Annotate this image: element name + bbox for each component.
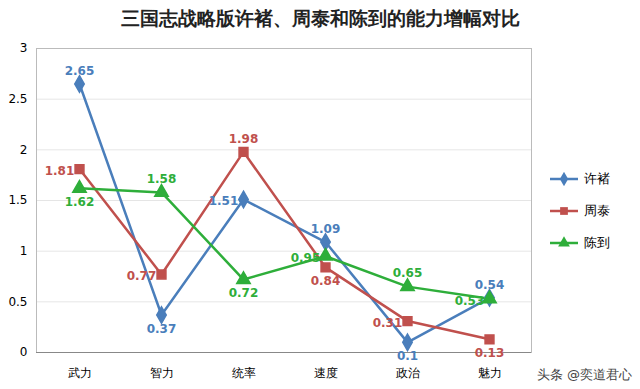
svg-text:政治: 政治: [396, 366, 420, 380]
svg-text:统率: 统率: [232, 366, 256, 380]
html-text:周泰: 周泰: [584, 203, 610, 218]
html-text:许褚: 许褚: [584, 171, 610, 186]
svg-text:1: 1: [20, 244, 28, 258]
svg-text:0.72: 0.72: [229, 286, 259, 300]
svg-text:2: 2: [20, 143, 28, 157]
svg-text:1.62: 1.62: [65, 195, 95, 209]
svg-text:0.13: 0.13: [475, 346, 505, 360]
svg-text:武力: 武力: [68, 366, 92, 380]
svg-text:0.65: 0.65: [393, 266, 423, 280]
svg-text:1.98: 1.98: [229, 132, 259, 146]
svg-text:0.84: 0.84: [311, 274, 341, 288]
svg-text:0.37: 0.37: [147, 322, 177, 336]
svg-text:智力: 智力: [150, 366, 174, 380]
svg-text:0: 0: [20, 345, 28, 359]
svg-text:速度: 速度: [314, 366, 338, 380]
svg-text:魅力: 魅力: [478, 366, 502, 380]
svg-text:2.5: 2.5: [8, 92, 27, 106]
svg-text:0.54: 0.54: [475, 278, 505, 292]
svg-text:0.95: 0.95: [291, 251, 321, 265]
svg-text:1.09: 1.09: [311, 222, 341, 236]
svg-text:0.31: 0.31: [373, 316, 403, 330]
svg-text:1.5: 1.5: [8, 193, 27, 207]
html-text:陈到: 陈到: [584, 235, 610, 250]
svg-text:1.58: 1.58: [147, 172, 177, 186]
svg-text:0.53: 0.53: [455, 294, 485, 308]
svg-text:1.81: 1.81: [45, 164, 75, 178]
html-text:头条 @奕道君心: 头条 @奕道君心: [536, 367, 632, 382]
html-text:三国志战略版许褚、周泰和陈到的能力增幅对比: 三国志战略版许褚、周泰和陈到的能力增幅对比: [120, 7, 520, 29]
svg-text:0.77: 0.77: [127, 269, 157, 283]
svg-text:2.65: 2.65: [65, 64, 95, 78]
svg-text:1.51: 1.51: [209, 194, 239, 208]
svg-text:0.1: 0.1: [397, 349, 418, 363]
svg-text:0.5: 0.5: [8, 295, 27, 309]
svg-text:3: 3: [20, 41, 28, 55]
